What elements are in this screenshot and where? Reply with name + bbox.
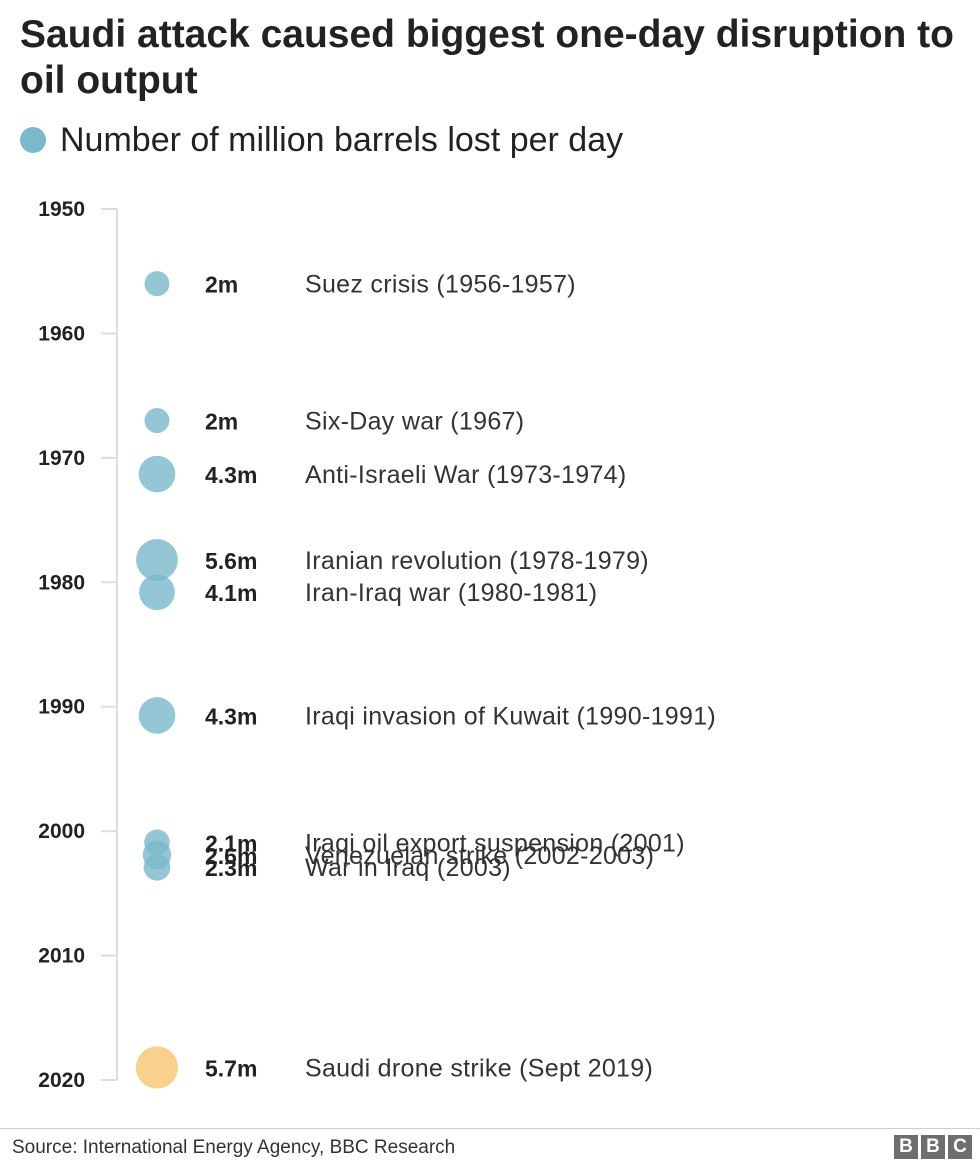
bbc-logo-block: B	[894, 1135, 918, 1159]
value-label: 4.3m	[205, 462, 257, 488]
data-bubble	[138, 455, 176, 493]
y-tick-label: 2000	[38, 820, 85, 843]
legend-label: Number of million barrels lost per day	[60, 120, 624, 159]
event-label: Anti-Israeli War (1973-1974)	[305, 461, 627, 489]
value-label: 2m	[205, 272, 238, 298]
data-bubble	[144, 271, 170, 297]
event-label: Iran-Iraq war (1980-1981)	[305, 579, 597, 607]
value-label: 4.3m	[205, 703, 257, 729]
data-bubble	[138, 697, 176, 734]
y-tick-label: 1950	[38, 198, 85, 221]
data-bubble	[136, 538, 178, 581]
y-tick-label: 2010	[38, 945, 85, 968]
event-label: Suez crisis (1956-1957)	[305, 271, 576, 299]
value-label: 2.1m	[205, 830, 257, 856]
source-note: Source: International Energy Agency, BBC…	[12, 1137, 456, 1158]
timeline-chart: 1950 1960 1970 1980 1990 2000 2010 2020 2m Suez c…	[38, 198, 716, 1092]
event-label: Venezuelan strike (2002-2003)	[305, 842, 654, 870]
event-label: War in Iraq (2003)	[305, 854, 511, 882]
data-bubble	[144, 408, 170, 434]
event-label: Iraqi oil export suspension (2001)	[305, 829, 685, 857]
value-label: 2.6m	[205, 843, 257, 869]
footer: Source: International Energy Agency, BBC…	[0, 1128, 980, 1167]
bbc-logo: B B C	[894, 1135, 972, 1159]
y-tick-label: 1970	[38, 447, 85, 470]
legend: Number of million barrels lost per day	[20, 118, 623, 162]
y-tick-label: 2020	[38, 1069, 85, 1092]
value-label: 4.1m	[205, 580, 257, 606]
highlight-bubble	[135, 1046, 179, 1089]
y-tick-label: 1990	[38, 696, 85, 719]
value-label: 2m	[205, 409, 238, 435]
event-label: Iraqi invasion of Kuwait (1990-1991)	[305, 702, 716, 730]
event-label: Six-Day war (1967)	[305, 408, 524, 436]
y-tick-label: 1960	[38, 322, 85, 345]
y-tick-label: 1980	[38, 571, 85, 594]
legend-swatch	[20, 127, 46, 153]
data-bubble	[143, 853, 171, 881]
event-label: Saudi drone strike (Sept 2019)	[305, 1055, 653, 1083]
value-label: 5.7m	[205, 1056, 257, 1082]
chart-title: Saudi attack caused biggest one-day disr…	[20, 13, 954, 102]
bbc-logo-block: C	[948, 1135, 972, 1159]
event-label: Iranian revolution (1978-1979)	[305, 547, 649, 575]
value-label: 2.3m	[205, 855, 257, 881]
bbc-logo-block: B	[921, 1135, 945, 1159]
value-label: 5.6m	[205, 548, 257, 574]
data-bubble	[139, 574, 175, 611]
